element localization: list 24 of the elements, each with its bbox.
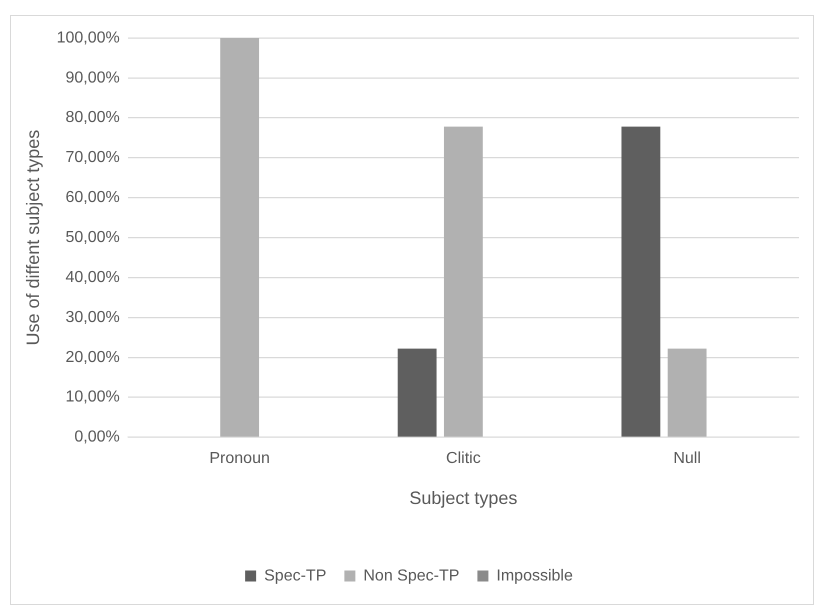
y-tick-label: 70,00%	[66, 149, 120, 166]
y-tick-label: 0,00%	[74, 428, 120, 446]
y-axis-title: Use of diffent subject types	[22, 130, 43, 346]
bar	[621, 126, 660, 437]
legend-label: Non Spec-TP	[363, 567, 460, 584]
y-tick-label: 20,00%	[66, 348, 120, 366]
y-tick-label: 10,00%	[66, 388, 120, 406]
y-tick-label: 60,00%	[66, 189, 120, 206]
bar	[220, 38, 260, 437]
y-tick-label: 40,00%	[66, 268, 120, 286]
bar	[668, 348, 707, 437]
x-tick-label: Clitic	[446, 450, 481, 468]
x-axis-title: Subject types	[409, 488, 518, 508]
legend-label: Spec-TP	[264, 567, 326, 584]
x-tick-label: Pronoun	[209, 450, 270, 468]
bar	[444, 126, 483, 437]
y-tick-label: 30,00%	[66, 308, 120, 326]
y-tick-label: 90,00%	[66, 69, 120, 86]
y-tick-label: 50,00%	[66, 229, 120, 246]
y-tick-label: 80,00%	[66, 109, 120, 126]
x-tick-label: Null	[673, 450, 701, 468]
y-tick-label: 100,00%	[56, 29, 120, 46]
legend-label: Impossible	[496, 567, 573, 584]
bar	[398, 348, 437, 437]
